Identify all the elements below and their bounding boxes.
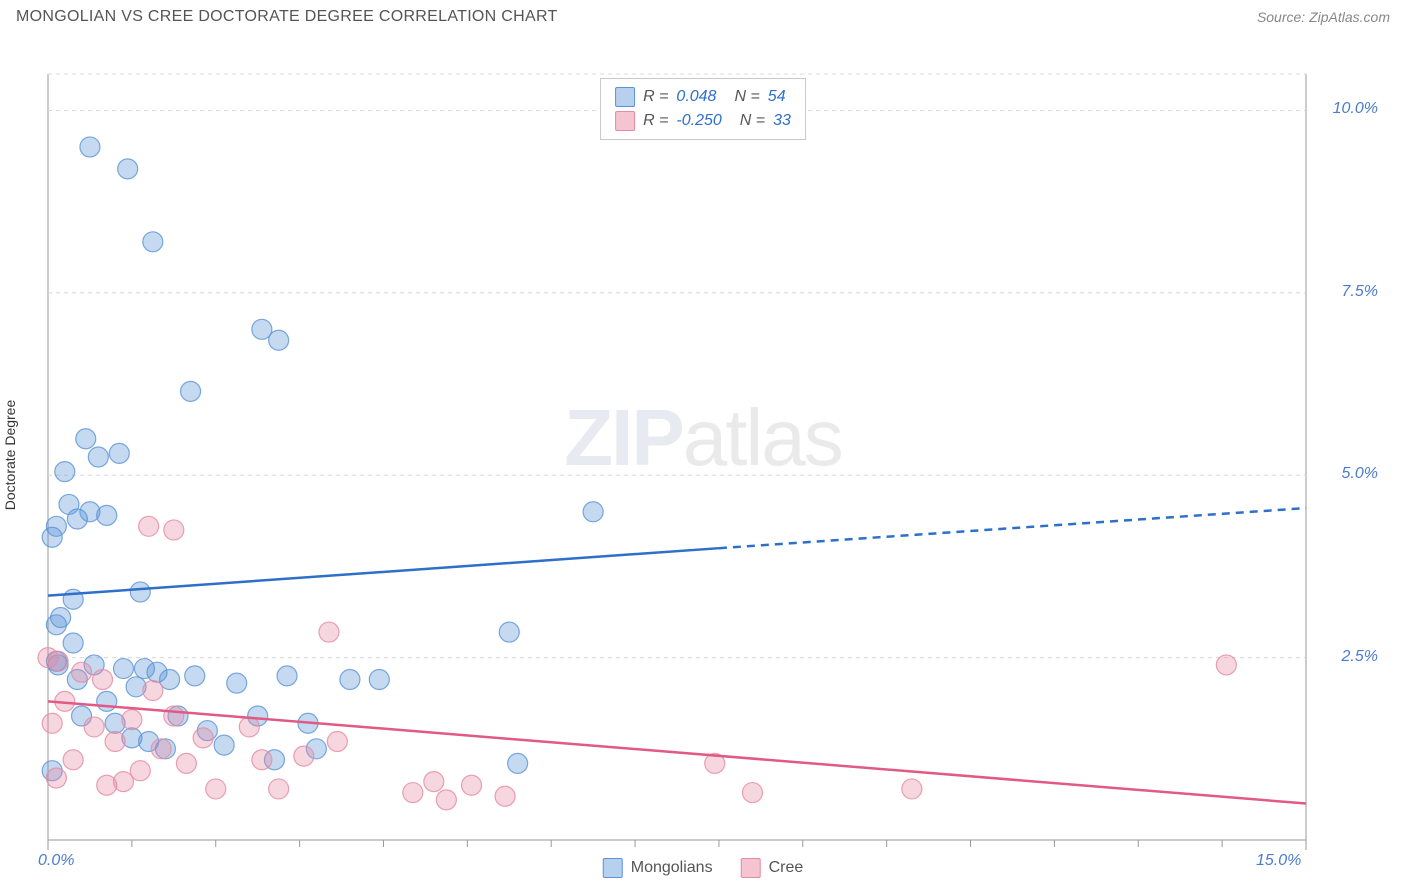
source-label: Source: ZipAtlas.com <box>1257 9 1390 25</box>
y-axis-label: Doctorate Degree <box>2 400 18 511</box>
y-tick-label: 7.5% <box>1342 283 1378 301</box>
y-tick-label: 10.0% <box>1333 100 1378 118</box>
stats-row-cree: R = -0.250 N = 33 <box>615 109 791 133</box>
legend-label: Cree <box>769 859 804 877</box>
swatch-icon <box>615 87 635 107</box>
r-value-mongolians: 0.048 <box>676 88 716 106</box>
scatter-plot-svg <box>0 30 1406 880</box>
n-value-cree: 33 <box>773 112 791 130</box>
header-bar: MONGOLIAN VS CREE DOCTORATE DEGREE CORRE… <box>0 0 1406 30</box>
chart-title: MONGOLIAN VS CREE DOCTORATE DEGREE CORRE… <box>16 8 558 26</box>
legend-item-mongolians: Mongolians <box>603 858 713 878</box>
stats-row-mongolians: R = 0.048 N = 54 <box>615 85 791 109</box>
x-tick-label: 15.0% <box>1256 852 1301 870</box>
y-tick-label: 2.5% <box>1342 648 1378 666</box>
chart-container: Doctorate Degree ZIPatlas R = 0.048 N = … <box>0 30 1406 880</box>
swatch-icon <box>603 858 623 878</box>
legend-item-cree: Cree <box>741 858 804 878</box>
x-tick-label: 0.0% <box>38 852 74 870</box>
n-value-mongolians: 54 <box>768 88 786 106</box>
r-value-cree: -0.250 <box>676 112 721 130</box>
swatch-icon <box>741 858 761 878</box>
stats-box: R = 0.048 N = 54 R = -0.250 N = 33 <box>600 78 806 140</box>
y-tick-label: 5.0% <box>1342 465 1378 483</box>
bottom-legend: Mongolians Cree <box>603 858 804 878</box>
swatch-icon <box>615 111 635 131</box>
legend-label: Mongolians <box>631 859 713 877</box>
